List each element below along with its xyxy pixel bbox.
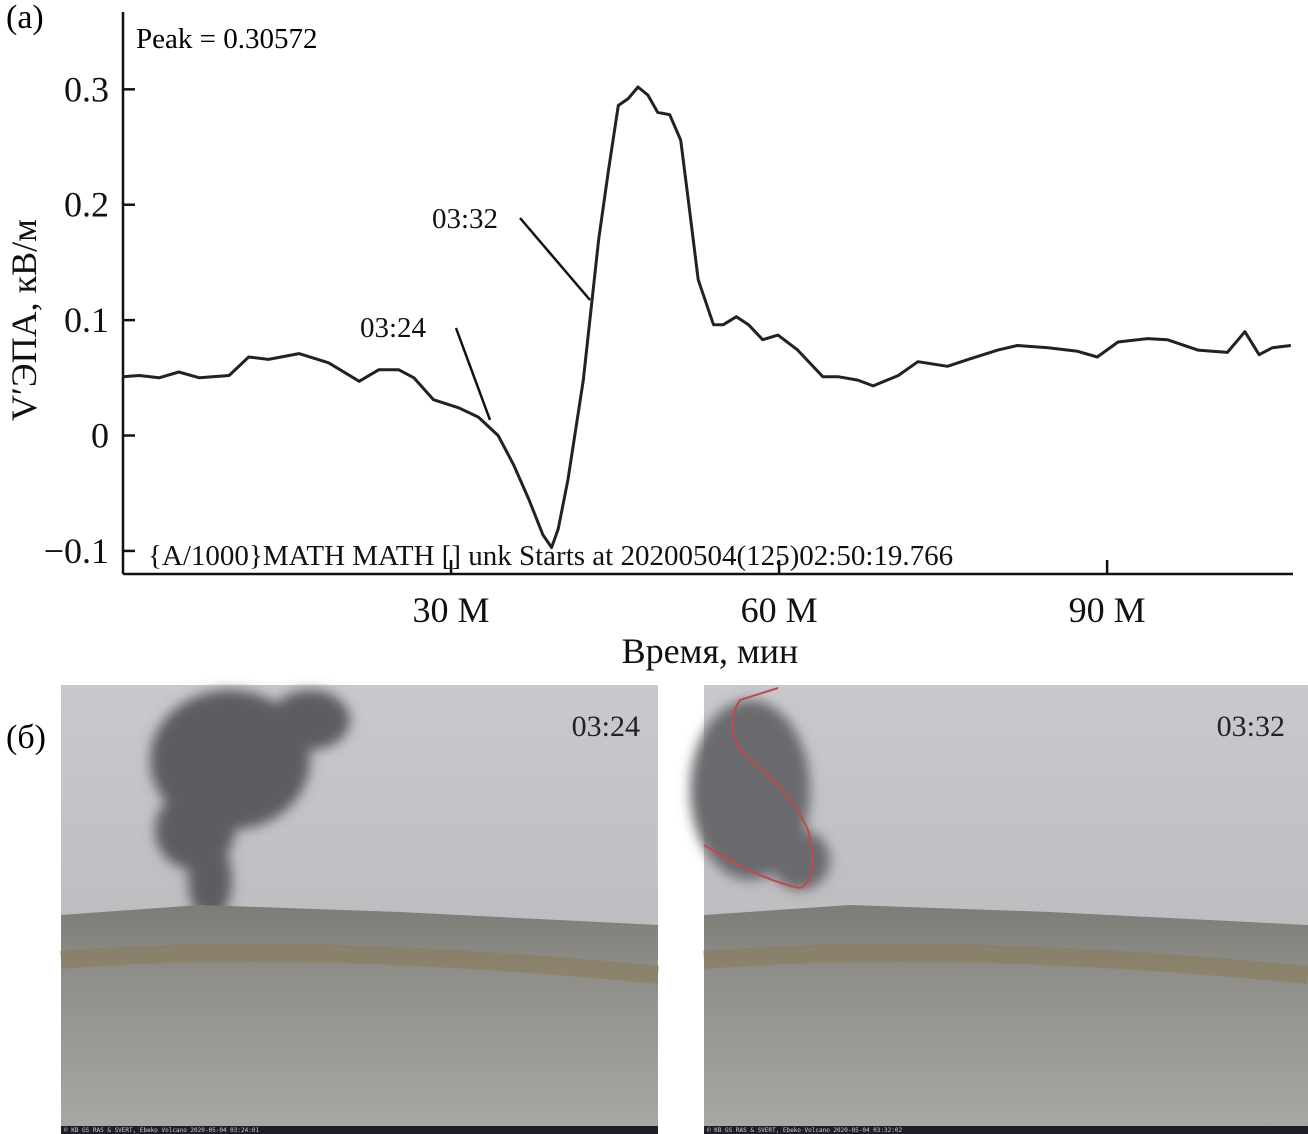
y-axis-label: V′ЭПА, кВ/м xyxy=(4,219,44,421)
y-tick-label: 0.3 xyxy=(64,69,109,109)
x-tick-label: 90 M xyxy=(1069,590,1146,630)
chart-title: Peak = 0.30572 xyxy=(136,23,317,55)
y-tick-label: 0 xyxy=(91,416,109,456)
photo: 03:24 © KB GS RAS & SVERT, Ebeko Volcano… xyxy=(60,685,659,1134)
photo: 03:32 © KB GS RAS & SVERT, Ebeko Volcano… xyxy=(690,685,1308,1134)
photo-time: 03:24 xyxy=(572,710,640,743)
photo-caption: © KB GS RAS & SVERT, Ebeko Volcano 2020-… xyxy=(707,1127,902,1134)
photo-caption: © KB GS RAS & SVERT, Ebeko Volcano 2020-… xyxy=(64,1127,259,1134)
x-axis-label: Время, мин xyxy=(622,631,799,671)
leader-line xyxy=(454,327,492,421)
leader-line xyxy=(519,217,591,301)
data-line xyxy=(122,85,1291,549)
photo-time: 03:32 xyxy=(1217,710,1285,743)
panel-label: (б) xyxy=(6,719,46,756)
x-tick-label: 60 M xyxy=(741,590,818,630)
x-tick-label: 30 M xyxy=(413,590,490,630)
annotation: 03:32 xyxy=(432,203,498,235)
y-tick-label: 0.2 xyxy=(64,185,109,225)
y-tick-label: 0.1 xyxy=(64,300,109,340)
y-tick-label: −0.1 xyxy=(44,531,109,571)
panel-label: (a) xyxy=(6,0,44,36)
annotation: 03:24 xyxy=(360,312,427,344)
